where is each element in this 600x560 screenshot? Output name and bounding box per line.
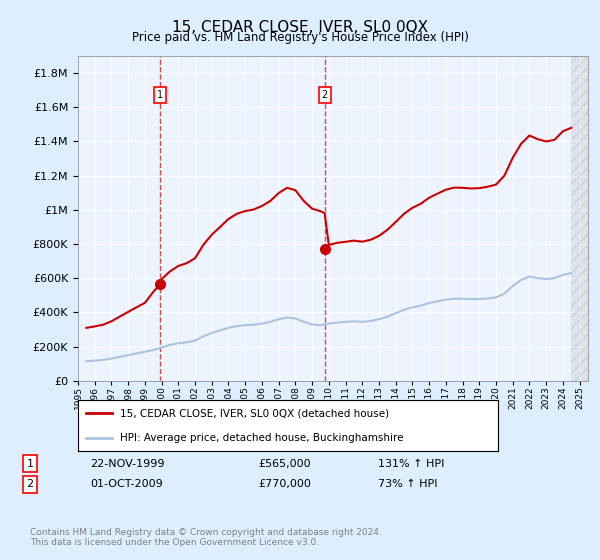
Text: 01-OCT-2009: 01-OCT-2009 [90, 479, 163, 489]
Text: Price paid vs. HM Land Registry's House Price Index (HPI): Price paid vs. HM Land Registry's House … [131, 31, 469, 44]
Text: 2: 2 [322, 90, 328, 100]
Text: £565,000: £565,000 [258, 459, 311, 469]
Bar [571, 56, 588, 381]
Text: 2: 2 [26, 479, 34, 489]
Text: Contains HM Land Registry data © Crown copyright and database right 2024.
This d: Contains HM Land Registry data © Crown c… [30, 528, 382, 547]
Text: 15, CEDAR CLOSE, IVER, SL0 0QX: 15, CEDAR CLOSE, IVER, SL0 0QX [172, 20, 428, 35]
Text: 73% ↑ HPI: 73% ↑ HPI [378, 479, 437, 489]
Text: 131% ↑ HPI: 131% ↑ HPI [378, 459, 445, 469]
Text: £770,000: £770,000 [258, 479, 311, 489]
Text: 1: 1 [26, 459, 34, 469]
Text: 15, CEDAR CLOSE, IVER, SL0 0QX (detached house): 15, CEDAR CLOSE, IVER, SL0 0QX (detached… [120, 408, 389, 418]
Text: 22-NOV-1999: 22-NOV-1999 [90, 459, 164, 469]
Text: HPI: Average price, detached house, Buckinghamshire: HPI: Average price, detached house, Buck… [120, 433, 404, 443]
Text: 1: 1 [157, 90, 163, 100]
